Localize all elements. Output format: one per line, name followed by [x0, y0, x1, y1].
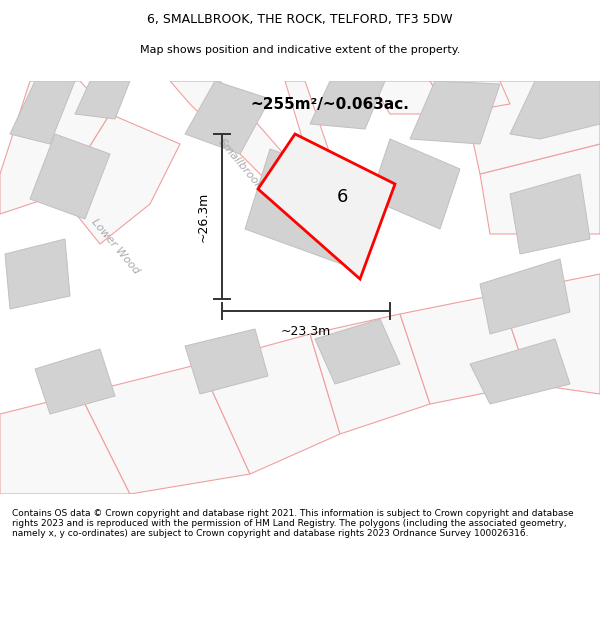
Text: Lower Wood: Lower Wood — [89, 216, 141, 276]
Text: ~26.3m: ~26.3m — [197, 191, 210, 242]
Polygon shape — [430, 81, 510, 114]
Text: 6, SMALLBROOK, THE ROCK, TELFORD, TF3 5DW: 6, SMALLBROOK, THE ROCK, TELFORD, TF3 5D… — [147, 13, 453, 26]
Polygon shape — [370, 139, 460, 229]
Polygon shape — [285, 81, 330, 164]
Polygon shape — [460, 81, 600, 174]
Polygon shape — [0, 394, 130, 494]
Polygon shape — [75, 81, 130, 119]
Polygon shape — [80, 364, 250, 494]
Polygon shape — [470, 339, 570, 404]
Polygon shape — [245, 149, 380, 269]
Polygon shape — [5, 239, 70, 309]
Polygon shape — [0, 81, 110, 214]
Text: Contains OS data © Crown copyright and database right 2021. This information is : Contains OS data © Crown copyright and d… — [12, 509, 574, 538]
Text: 6: 6 — [337, 188, 347, 206]
Polygon shape — [400, 294, 530, 404]
Polygon shape — [510, 81, 600, 139]
Polygon shape — [510, 174, 590, 254]
Polygon shape — [185, 81, 270, 154]
Polygon shape — [285, 184, 350, 249]
Polygon shape — [370, 81, 450, 114]
Text: Map shows position and indicative extent of the property.: Map shows position and indicative extent… — [140, 44, 460, 54]
Text: Smallbrook: Smallbrook — [216, 137, 264, 191]
Polygon shape — [480, 259, 570, 334]
Polygon shape — [310, 314, 430, 434]
Polygon shape — [480, 144, 600, 234]
Polygon shape — [170, 81, 310, 199]
Polygon shape — [10, 81, 75, 144]
Polygon shape — [410, 81, 500, 144]
Polygon shape — [315, 319, 400, 384]
Text: ~23.3m: ~23.3m — [281, 325, 331, 338]
Polygon shape — [258, 134, 395, 279]
Polygon shape — [60, 114, 180, 244]
Text: ~255m²/~0.063ac.: ~255m²/~0.063ac. — [250, 96, 409, 111]
Polygon shape — [30, 134, 110, 219]
Polygon shape — [500, 274, 600, 394]
Polygon shape — [185, 329, 268, 394]
Polygon shape — [200, 334, 340, 474]
Polygon shape — [35, 349, 115, 414]
Polygon shape — [310, 81, 385, 129]
